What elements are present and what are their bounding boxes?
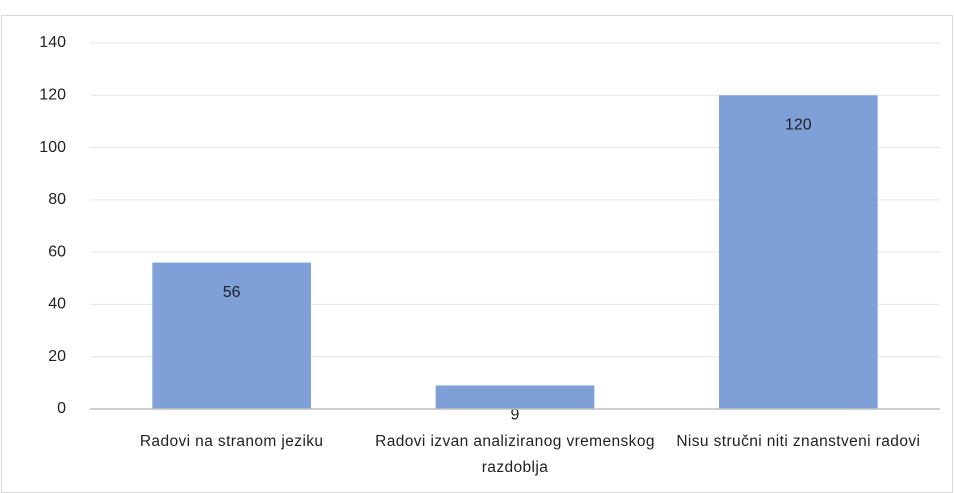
y-tick-label: 60 bbox=[48, 243, 66, 260]
bar bbox=[152, 262, 311, 409]
y-tick-label: 40 bbox=[48, 296, 66, 313]
y-tick-label: 140 bbox=[39, 34, 66, 51]
bar bbox=[719, 95, 878, 410]
x-tick-label: Radovi izvan analiziranog vremenskog raz… bbox=[375, 433, 655, 476]
y-tick-label: 100 bbox=[39, 139, 66, 156]
data-label: 120 bbox=[785, 117, 812, 134]
x-tick-label: Radovi na stranom jeziku bbox=[139, 433, 324, 450]
y-tick-label: 120 bbox=[39, 87, 66, 104]
data-label: 9 bbox=[511, 407, 520, 424]
y-tick-label: 20 bbox=[48, 348, 66, 365]
y-tick-label: 0 bbox=[57, 400, 66, 417]
bar bbox=[435, 385, 595, 409]
data-label: 56 bbox=[223, 284, 241, 301]
y-tick-label: 80 bbox=[48, 191, 66, 208]
x-tick-label: Nisu stručni niti znanstveni radovi bbox=[676, 433, 921, 450]
